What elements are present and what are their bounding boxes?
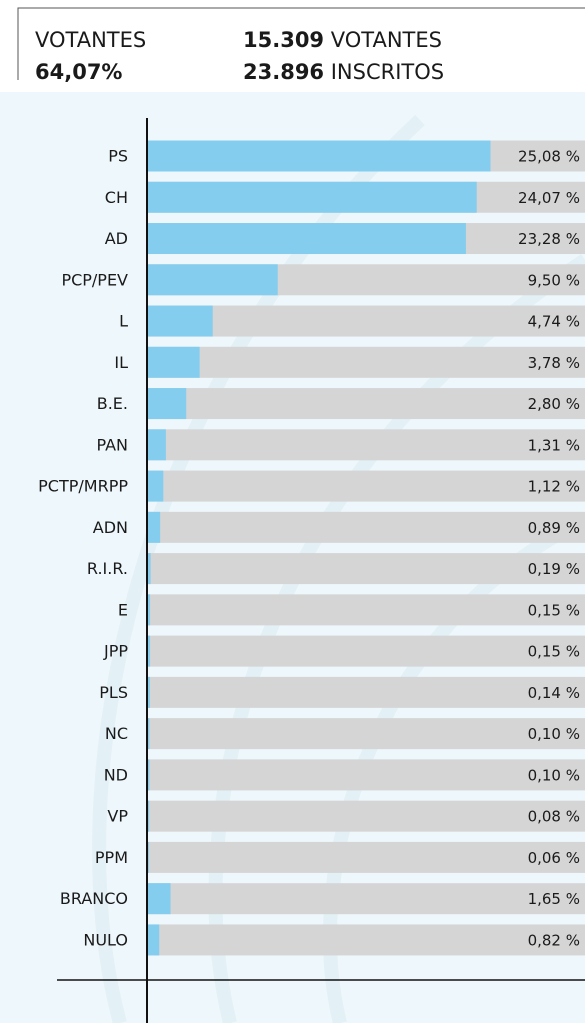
value-label: 23,28 % [518,230,580,248]
value-label: 0,10 % [528,766,580,784]
category-label: VP [107,807,128,826]
bar [148,388,187,420]
category-label: PLS [99,683,128,702]
voters: 15.309 [243,28,324,52]
bar [148,553,151,585]
header-border [17,7,585,80]
bar [148,924,160,956]
category-label: ND [104,765,128,784]
bar [148,223,466,255]
value-label: 0,14 % [528,684,580,702]
bar-track [148,924,585,956]
voters-label: VOTANTES [331,28,442,52]
value-label: 0,10 % [528,725,580,743]
value-label: 0,15 % [528,643,580,661]
category-label: ADN [93,518,128,537]
category-label: NC [105,724,128,743]
category-label: R.I.R. [87,559,128,578]
header-bg [0,0,585,92]
turnout-label: VOTANTES [35,28,146,52]
category-label: L [119,312,128,331]
bar [148,429,166,461]
bar [148,759,150,791]
category-label: PPM [95,848,128,867]
value-label: 9,50 % [528,271,580,289]
bar-track [148,676,585,708]
bar [148,883,171,915]
bar-track [148,594,585,626]
category-label: AD [105,229,128,248]
category-label: IL [114,353,128,372]
bar-track [148,470,585,502]
bar-track [148,346,585,378]
value-label: 2,80 % [528,395,580,413]
bar [148,305,213,337]
value-label: 4,74 % [528,313,580,331]
bar-track [148,429,585,461]
voters-line: 15.309 VOTANTES [243,28,442,52]
value-label: 0,08 % [528,808,580,826]
value-label: 1,65 % [528,890,580,908]
bar-track [148,883,585,915]
value-label: 0,89 % [528,519,580,537]
category-label: PS [108,147,128,166]
category-label: BRANCO [60,889,128,908]
bar [148,181,477,213]
bar-track [148,800,585,832]
bar [148,841,149,873]
category-label: PCP/PEV [61,270,128,289]
bar [148,594,151,626]
registered-line: 23.896 INSCRITOS [243,60,444,84]
bar [148,470,164,502]
value-label: 1,12 % [528,478,580,496]
bar [148,676,150,708]
bar-track [148,388,585,420]
bar-track [148,635,585,667]
bar-track [148,305,585,337]
category-label: PAN [96,435,128,454]
bar [148,264,278,296]
bars: PS 25,08 % CH 24,07 % AD 23,28 % PCP/PEV 9,50 %… [38,140,585,956]
bar [148,140,491,172]
category-label: E [118,600,128,619]
bar [148,511,161,543]
category-label: JPP [103,642,128,661]
bar [148,718,150,750]
value-label: 1,31 % [528,436,580,454]
bar-track [148,511,585,543]
value-label: 25,08 % [518,148,580,166]
value-label: 0,15 % [528,601,580,619]
bar [148,635,151,667]
turnout: 64,07% [35,60,122,84]
value-label: 0,06 % [528,849,580,867]
registered: 23.896 [243,60,324,84]
registered-label: INSCRITOS [331,60,444,84]
value-label: 3,78 % [528,354,580,372]
bar-track [148,718,585,750]
category-label: PCTP/MRPP [38,477,128,496]
bar-track [148,841,585,873]
bar [148,800,150,832]
value-label: 24,07 % [518,189,580,207]
bar-track [148,553,585,585]
category-label: CH [105,188,128,207]
bar [148,346,200,378]
category-label: B.E. [97,394,128,413]
category-label: NULO [83,930,128,949]
bar-track [148,759,585,791]
value-label: 0,19 % [528,560,580,578]
value-label: 0,82 % [528,931,580,949]
